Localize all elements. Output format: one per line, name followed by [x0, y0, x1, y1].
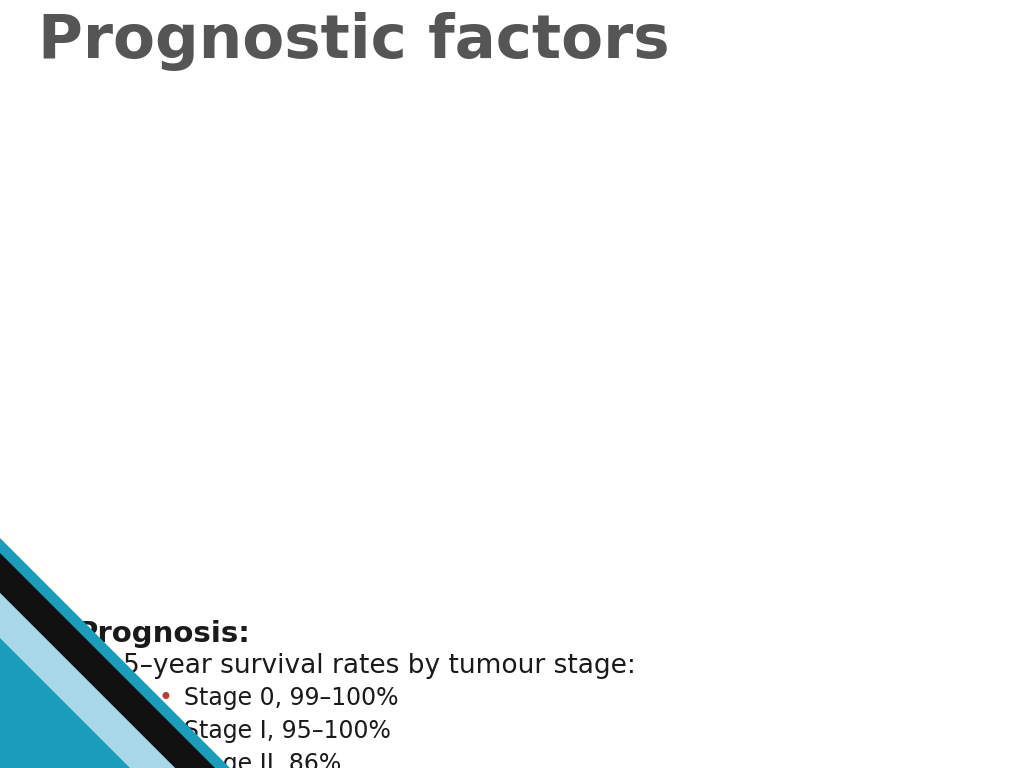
Text: Stage I, 95–100%: Stage I, 95–100% [184, 719, 391, 743]
Text: •: • [159, 752, 173, 768]
Text: Prognosis:: Prognosis: [77, 620, 251, 648]
Text: Stage II, 86%: Stage II, 86% [184, 752, 342, 768]
Text: Stage 0, 99–100%: Stage 0, 99–100% [184, 686, 398, 710]
Text: ▸: ▸ [46, 620, 60, 648]
Text: Prognostic factors: Prognostic factors [38, 12, 670, 71]
Text: 5–year survival rates by tumour stage:: 5–year survival rates by tumour stage: [123, 653, 636, 679]
Text: •: • [159, 686, 173, 710]
Text: •: • [159, 719, 173, 743]
Polygon shape [0, 538, 230, 768]
Text: ◦: ◦ [97, 653, 113, 679]
Polygon shape [0, 593, 175, 768]
Polygon shape [0, 553, 215, 768]
